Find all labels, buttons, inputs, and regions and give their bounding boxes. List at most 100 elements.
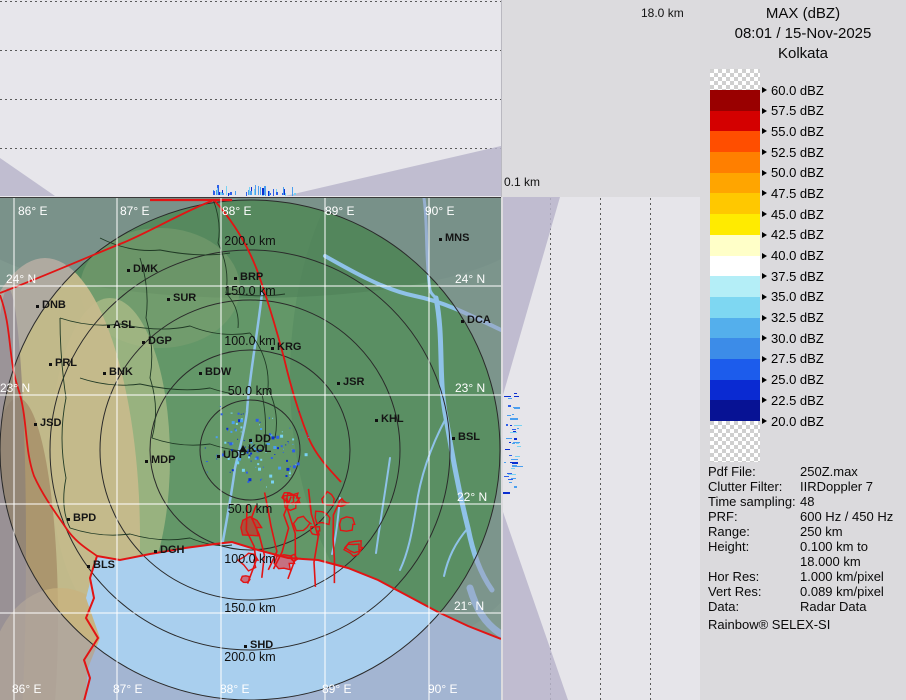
legend-tick: 52.5 dBZ <box>762 144 824 160</box>
top-panel-gridline <box>0 1 501 2</box>
legend-tick-arrow-icon <box>762 418 767 425</box>
city-label-bnk: BNK <box>109 366 133 378</box>
echo-mark <box>506 472 512 474</box>
legend-swatch-below-min <box>710 421 760 462</box>
echo-mark <box>282 187 284 196</box>
legend-tick: 37.5 dBZ <box>762 268 824 284</box>
info-row: Range: 250 km <box>708 524 906 539</box>
city-label-jsr: JSR <box>343 376 365 388</box>
longitude-label-top: 87° E <box>120 204 150 218</box>
legend-tick-label: 22.5 dBZ <box>771 392 824 408</box>
echo-mark <box>217 184 220 196</box>
echo-mark <box>511 429 516 431</box>
latitude-label: 24° N <box>6 272 37 286</box>
info-value: 48 <box>800 494 815 509</box>
city-label-dnb: DNB <box>42 299 66 311</box>
legend-tick-label: 52.5 dBZ <box>771 144 824 160</box>
echo-mark <box>272 189 274 196</box>
legend-tick-label: 60.0 dBZ <box>771 82 824 98</box>
city-dot-dgh <box>154 550 157 553</box>
echo-mark <box>508 482 512 484</box>
city-dot-bpd <box>67 518 70 521</box>
legend-tick: 35.0 dBZ <box>762 289 824 305</box>
echo-mark <box>258 186 260 196</box>
longitude-label-bottom: 86° E <box>12 682 42 696</box>
info-row: 18.000 km <box>708 554 906 569</box>
info-value: 18.000 km <box>800 554 861 569</box>
sidebar: MAX (dBZ) 08:01 / 15-Nov-2025 Kolkata 60… <box>700 0 906 700</box>
longitude-label-bottom: 88° E <box>220 682 250 696</box>
echo-mark <box>514 455 520 457</box>
radar-map: MNS DMK BRP SUR DNB DCA ASL DGP KRG PRL BNK BDW JSR K… <box>0 197 501 700</box>
echo-mark <box>509 425 513 427</box>
city-dot-khl <box>375 419 378 422</box>
legend-tick-label: 27.5 dBZ <box>771 351 824 367</box>
legend-tick-label: 47.5 dBZ <box>771 185 824 201</box>
info-label: Vert Res: <box>708 584 762 599</box>
station-name: Kolkata <box>777 45 829 62</box>
echo-mark <box>510 459 518 461</box>
echo-mark <box>222 192 225 196</box>
echo-mark <box>245 191 247 196</box>
echo-mark <box>505 449 511 451</box>
echo-mark <box>250 190 253 196</box>
legend-tick-label: 40.0 dBZ <box>771 248 824 264</box>
city-label-khl: KHL <box>381 413 404 425</box>
range-ring-label: 100.0 km <box>224 334 276 348</box>
echo-mark <box>260 187 261 196</box>
city-dot-udp <box>217 455 220 458</box>
longitude-label-top: 88° E <box>222 204 252 218</box>
city-dot-sur <box>167 298 170 301</box>
echo-mark <box>511 414 514 415</box>
legend-tick-arrow-icon <box>762 273 767 280</box>
echo-mark <box>508 473 517 475</box>
echo-mark <box>218 192 220 196</box>
city-label-dmk: DMK <box>133 263 159 275</box>
legend-tick-arrow-icon <box>762 252 767 259</box>
city-label-bsl: BSL <box>458 431 480 443</box>
echo-mark <box>249 186 250 196</box>
out-of-range-mask <box>0 198 501 700</box>
echo-mark <box>512 407 519 409</box>
legend-tick-label: 25.0 dBZ <box>771 372 824 388</box>
echo-mark <box>507 479 513 481</box>
latitude-label: 23° N <box>0 381 31 395</box>
info-label: Clutter Filter: <box>708 479 783 494</box>
echo-mark <box>508 398 513 400</box>
echo-mark <box>220 191 223 196</box>
echo-mark <box>514 424 522 426</box>
product-info-block: Pdf File: 250Z.max Clutter Filter: IIRDoppl… <box>708 464 906 632</box>
latitude-label: 23° N <box>455 381 486 395</box>
side-panel-gridline <box>600 197 601 700</box>
city-dot-bdw <box>199 372 202 375</box>
legend-tick: 25.0 dBZ <box>762 372 824 388</box>
info-label: Data: <box>708 599 740 614</box>
city-label-brp: BRP <box>240 271 264 283</box>
city-label-asl: ASL <box>113 319 135 331</box>
legend-tick-label: 37.5 dBZ <box>771 268 824 284</box>
city-label-udp: UDP <box>223 449 247 461</box>
echo-mark <box>275 192 278 196</box>
product-name: MAX (dBZ) <box>765 5 841 22</box>
info-row: Vert Res: 0.089 km/pixel <box>708 584 906 599</box>
legend-swatch <box>710 172 760 194</box>
legend-swatch <box>710 193 760 215</box>
echo-mark <box>248 190 250 196</box>
vertical-projection-top-panel <box>0 0 502 197</box>
legend-swatch <box>710 276 760 297</box>
echo-mark <box>511 462 519 465</box>
range-ring-label: 150.0 km <box>224 601 276 615</box>
height-scale-min-label: 0.1 km <box>504 175 541 189</box>
echo-mark <box>255 185 257 196</box>
echo-mark <box>516 427 519 429</box>
range-ring-label: 50.0 km <box>227 384 273 398</box>
info-row: Height: 0.100 km to <box>708 539 906 554</box>
echo-mark <box>284 192 286 196</box>
legend-tick-arrow-icon <box>762 128 767 135</box>
echo-mark <box>253 188 256 196</box>
echo-mark <box>510 462 514 463</box>
echo-mark <box>216 187 218 196</box>
city-dot-mdp <box>145 460 148 463</box>
info-label <box>708 554 800 569</box>
echo-mark <box>281 193 284 196</box>
